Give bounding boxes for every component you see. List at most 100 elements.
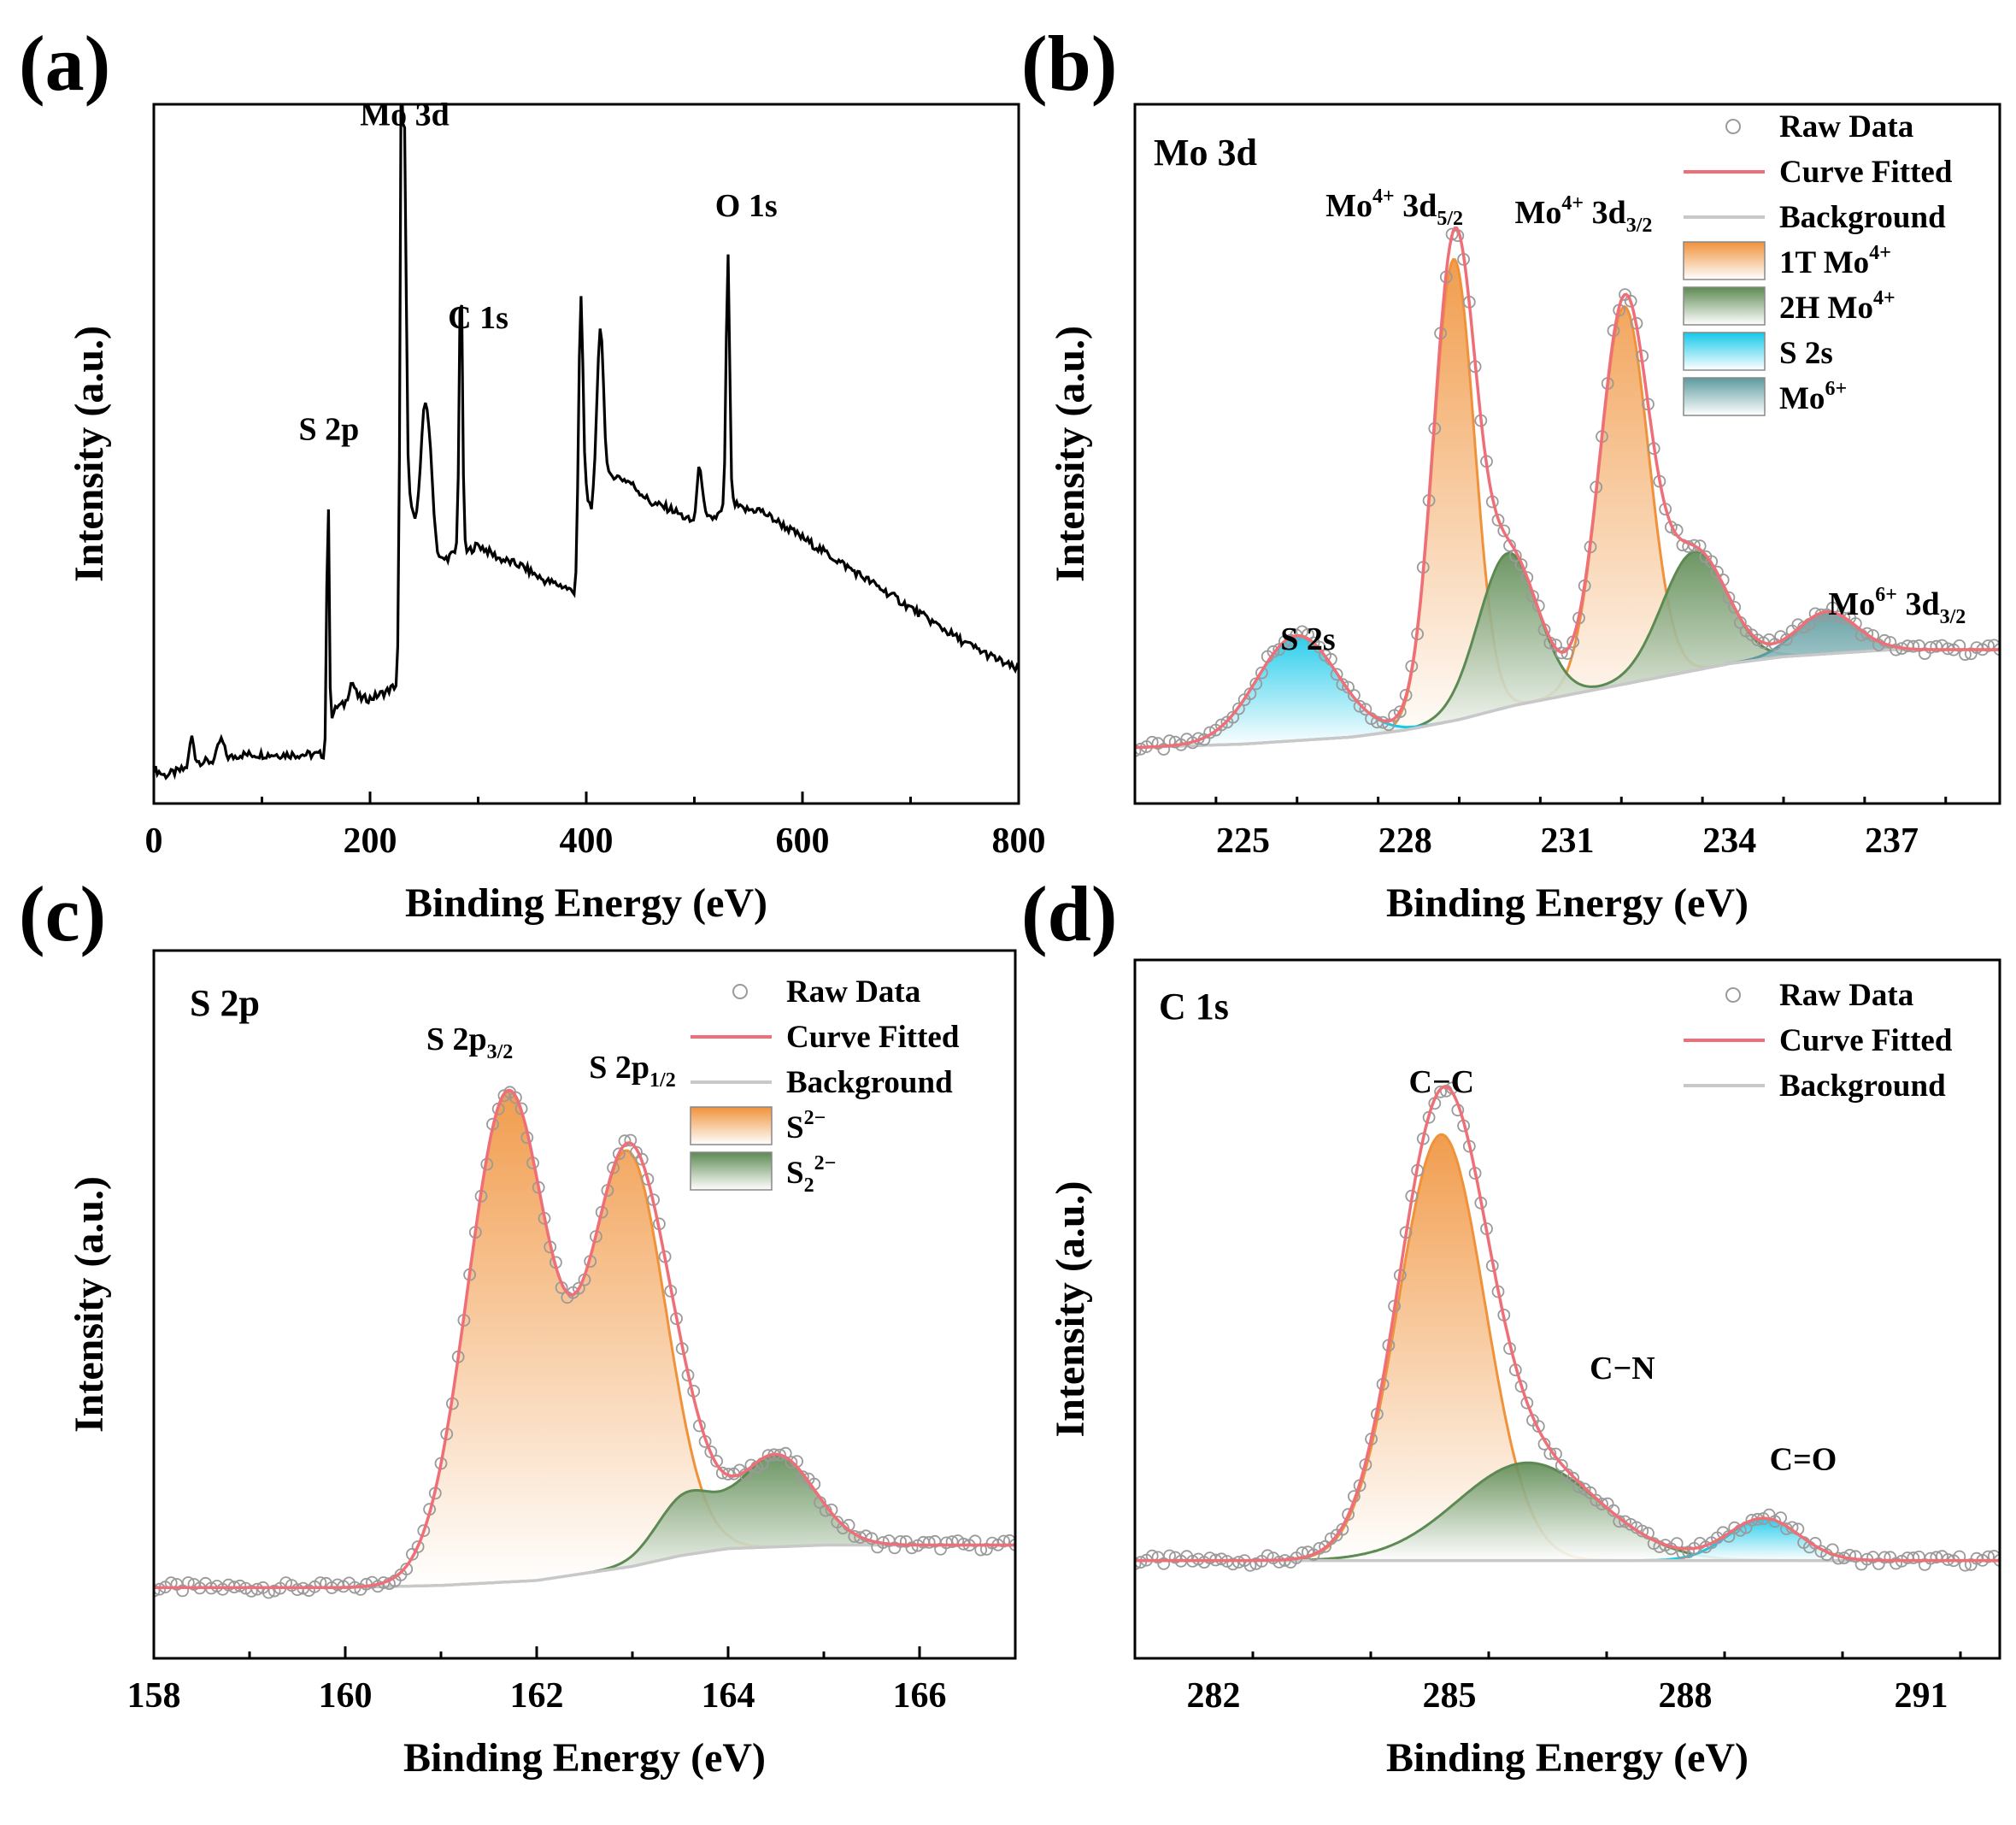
x-tick-label: 800	[992, 821, 1046, 861]
panel-title-b: Mo 3d	[1154, 132, 1257, 174]
raw-data-point	[1514, 558, 1528, 571]
x-tick-label: 400	[560, 821, 614, 861]
raw-data-point	[1353, 699, 1367, 713]
legend-b: Raw Data Curve Fitted Background 1T Mo4+ 2H …	[1683, 109, 1953, 416]
peak-label-b-2: S 2s	[1280, 621, 1335, 657]
raw-data-point	[1278, 635, 1291, 648]
raw-data-point	[612, 1147, 626, 1161]
panel-title-c: S 2p	[190, 982, 260, 1024]
legend-label: Mo6+	[1779, 378, 1847, 416]
raw-data-point	[1393, 705, 1407, 718]
raw-data-point	[1249, 1557, 1263, 1570]
panel-title-d: C 1s	[1159, 986, 1229, 1027]
legend-patch	[1683, 377, 1766, 416]
plot-frame-d	[1133, 958, 2001, 1660]
x-tick-label: 228	[1378, 821, 1432, 861]
raw-data-point	[1555, 646, 1568, 660]
raw-data-point	[1214, 718, 1228, 732]
raw-data-point	[624, 1133, 638, 1147]
peak-label-a-1: C 1s	[448, 300, 508, 336]
legend-marker	[1725, 987, 1741, 1003]
raw-data-point	[997, 1534, 1010, 1548]
component-fill-b-2	[1135, 635, 2000, 748]
plot-area-b	[1135, 227, 2000, 757]
raw-data-point	[1313, 640, 1326, 654]
raw-data-point	[1848, 617, 1862, 630]
raw-data-point	[1232, 702, 1245, 715]
y-axis-title-a: Intensity (a.u.)	[67, 326, 112, 582]
raw-data-point	[1157, 743, 1171, 756]
legend-patch	[690, 1106, 773, 1145]
raw-data-point	[1930, 639, 1943, 653]
curve-fitted-line-d	[1135, 1085, 2000, 1563]
legend-patch	[1683, 241, 1766, 280]
legend-label: Curve Fitted	[1779, 1023, 1953, 1058]
peak-label-c-0: S 2p3/2	[426, 1021, 513, 1063]
raw-data-point	[400, 1563, 414, 1575]
raw-data-point	[1232, 1556, 1245, 1569]
legend-label: Raw Data	[1779, 109, 1913, 144]
raw-data-point	[411, 1540, 425, 1553]
raw-data-point	[1688, 539, 1701, 552]
plot-frame-c	[152, 949, 1017, 1660]
raw-data-point	[721, 1468, 735, 1481]
raw-data-point	[417, 1524, 431, 1538]
panel-a: (a) 0 200 400 600 800 Binding Energy (eV) Inten…	[19, 20, 1046, 926]
panel-letter-c: (c)	[19, 870, 106, 957]
peak-label-a-3: O 1s	[715, 188, 778, 224]
raw-data-point	[1930, 1551, 1943, 1564]
legend-patch	[690, 1151, 773, 1191]
raw-data-point	[244, 1585, 258, 1598]
raw-data-point	[945, 1535, 959, 1548]
raw-data-point	[1837, 611, 1851, 625]
legend-label: Background	[786, 1065, 953, 1100]
x-tick-label: 288	[1659, 1676, 1713, 1716]
legend-label: 2H Mo4+	[1779, 287, 1896, 326]
x-tick-label: 225	[1216, 821, 1270, 861]
raw-data-point	[1434, 1085, 1447, 1098]
legend-patch	[1683, 332, 1766, 371]
x-axis-title-b: Binding Energy (eV)	[1386, 880, 1749, 926]
legend-label: Raw Data	[786, 974, 920, 1010]
raw-data-point	[785, 1456, 798, 1469]
legend-label: Background	[1779, 200, 1946, 235]
raw-data-point	[1135, 744, 1142, 757]
x-tick-label: 291	[1895, 1676, 1948, 1716]
legend-marker	[732, 984, 748, 999]
raw-data-point	[1267, 645, 1280, 658]
plot-area-c	[154, 1086, 1015, 1599]
peak-label-d-0: C−C	[1409, 1064, 1475, 1100]
background-line-b	[1135, 648, 2000, 750]
legend-d: Raw Data Curve Fitted Background	[1684, 978, 1953, 1104]
raw-data-point	[894, 1535, 907, 1548]
raw-data-point	[1890, 643, 1903, 656]
raw-data-point	[1168, 735, 1182, 749]
legend-label: Curve Fitted	[786, 1020, 960, 1055]
raw-data-point	[1520, 1396, 1534, 1410]
x-axis-title-d: Binding Energy (eV)	[1386, 1735, 1749, 1781]
raw-data-point	[704, 1445, 718, 1458]
peak-label-a-2: S 2p	[299, 412, 360, 448]
raw-data-point	[796, 1470, 809, 1484]
raw-data-point	[1728, 601, 1742, 614]
raw-data-point	[1607, 1504, 1620, 1517]
legend-label: 1T Mo4+	[1779, 242, 1891, 280]
x-tick-label: 237	[1865, 821, 1919, 861]
legend-label: Background	[1779, 1069, 1946, 1104]
legend-c: Raw Data Curve Fitted Background S2− S22−	[690, 974, 960, 1197]
x-tick-label: 600	[776, 821, 830, 861]
raw-data-point	[233, 1579, 247, 1592]
component-fill-d-2	[1135, 1518, 2000, 1561]
legend-label: Curve Fitted	[1779, 155, 1953, 190]
raw-data-point	[154, 1584, 161, 1598]
raw-data-point	[1382, 718, 1396, 732]
raw-data-point	[1342, 680, 1355, 694]
raw-data-point	[1226, 1557, 1240, 1571]
component-fill-c-0	[154, 1090, 1015, 1588]
x-tick-label: 200	[344, 821, 397, 861]
raw-data-point	[1566, 1471, 1580, 1485]
raw-data-point	[1135, 1557, 1142, 1570]
raw-data-point	[1907, 1551, 1920, 1564]
peak-label-b-1: Mo4+ 3d3/2	[1515, 192, 1653, 237]
